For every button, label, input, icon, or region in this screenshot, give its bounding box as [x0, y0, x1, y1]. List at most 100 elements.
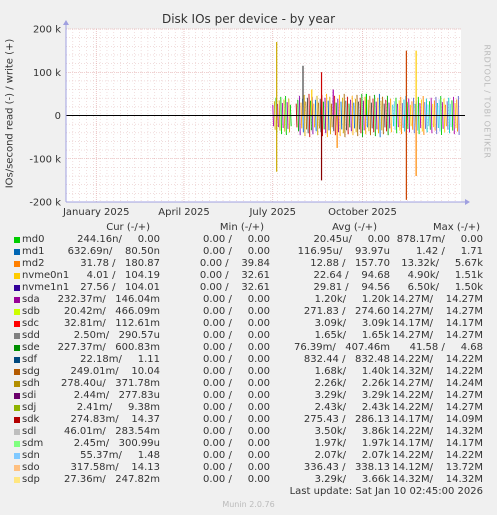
- legend-min: 0.00 / 0.00: [203, 402, 270, 413]
- x-tick-labels: January 2025 April 2025 July 2025 October 2…: [62, 207, 397, 218]
- legend-row-sdp: sdp 27.36m/ 247.82m 0.00 / 0.00 3.29k/ 3.66…: [0, 474, 497, 486]
- legend-avg: 1.97k/ 1.97k: [314, 438, 390, 449]
- legend-swatch: [14, 453, 20, 459]
- legend-cur: 244.16n/ 0.00: [77, 234, 160, 245]
- legend-min: 0.00 / 0.00: [203, 450, 270, 461]
- munin-version: Munin 2.0.76: [222, 500, 275, 509]
- legend-max: 14.32M/ 14.32M: [392, 474, 483, 485]
- legend-max: 14.27M/ 14.24M: [392, 378, 483, 389]
- legend-min: 0.00 / 0.00: [203, 378, 270, 389]
- legend-swatch: [14, 321, 20, 327]
- legend-max: 14.17M/ 14.09M: [392, 414, 483, 425]
- legend-row-sdn: sdn 55.37m/ 1.48 0.00 / 0.00 2.07k/ 2.07k 14…: [0, 450, 497, 462]
- legend-avg: 2.26k/ 2.26k: [314, 378, 390, 389]
- legend-min: 0.00 / 0.00: [203, 294, 270, 305]
- chart-title: Disk IOs per device - by year: [161, 12, 336, 26]
- legend-max: 14.27M/ 14.27M: [392, 306, 483, 317]
- legend-min: 0.00 / 0.00: [203, 414, 270, 425]
- plot-frame: [63, 20, 470, 205]
- legend-min: 0.00 / 32.61: [199, 282, 270, 293]
- header-min: Min (-/+): [219, 222, 264, 233]
- legend-swatch: [14, 273, 20, 279]
- legend-name: sdc: [22, 318, 40, 329]
- legend-swatch: [14, 261, 20, 267]
- legend-row-sdl: sdl 46.01m/ 283.54m 0.00 / 0.00 3.50k/ 3.86…: [0, 426, 497, 438]
- legend-min: 0.00 / 0.00: [203, 342, 270, 353]
- legend-swatch: [14, 297, 20, 303]
- legend-swatch: [14, 237, 20, 243]
- legend-min: 0.00 / 0.00: [203, 462, 270, 473]
- legend-max: 14.22M/ 14.22M: [392, 450, 483, 461]
- legend-max: 14.27M/ 14.27M: [392, 330, 483, 341]
- legend-swatch: [14, 429, 20, 435]
- legend-avg: 29.81 / 94.56: [313, 282, 390, 293]
- x-tick-label: January 2025: [62, 207, 130, 218]
- legend-row-sdb: sdb 20.42m/ 466.09m 0.00 / 0.00 271.83 / 27…: [0, 306, 497, 318]
- legend-cur: 274.83m/ 14.37: [70, 414, 160, 425]
- legend-avg: 1.68k/ 1.40k: [314, 366, 390, 377]
- legend-row-md2: md2 31.78 / 180.87 0.00 / 39.84 12.88 / 157…: [0, 258, 497, 270]
- legend-name: md1: [22, 246, 45, 257]
- legend-max: 14.27M/ 14.27M: [392, 294, 483, 305]
- legend-avg: 116.95u/ 93.97u: [297, 246, 390, 257]
- legend-swatch: [14, 393, 20, 399]
- legend-min: 0.00 / 0.00: [203, 306, 270, 317]
- legend-swatch: [14, 369, 20, 375]
- last-update: Last update: Sat Jan 10 02:45:00 2026: [289, 486, 483, 497]
- header-cur: Cur (-/+): [106, 222, 150, 233]
- legend-row-sde: sde 227.37m/ 600.83m 0.00 / 0.00 76.39m/ 40…: [0, 342, 497, 354]
- legend-cur: 2.45m/ 300.99u: [73, 438, 160, 449]
- legend-max: 14.22M/ 14.32M: [392, 426, 483, 437]
- y-tick-labels: 200 k 100 k 0 -100 k -200 k: [29, 25, 61, 209]
- legend-cur: 22.18m/ 1.11: [80, 354, 160, 365]
- legend-avg: 3.50k/ 3.86k: [314, 426, 390, 437]
- legend-min: 0.00 / 0.00: [203, 390, 270, 401]
- legend-name: sdf: [22, 354, 38, 365]
- legend-name: sdg: [22, 366, 40, 377]
- legend-max: 4.90k/ 1.51k: [407, 270, 483, 281]
- legend-row-sdo: sdo 317.58m/ 14.13 0.00 / 0.00 336.43 / 338…: [0, 462, 497, 474]
- legend-name: sda: [22, 294, 40, 305]
- legend-avg: 2.43k/ 2.43k: [314, 402, 390, 413]
- legend-cur: 2.50m/ 290.57u: [73, 330, 160, 341]
- legend-cur: 27.36m/ 247.82m: [63, 474, 160, 485]
- legend-avg: 336.43 / 338.13: [303, 462, 390, 473]
- legend-name: sdl: [22, 426, 37, 437]
- legend-max: 14.12M/ 13.72M: [392, 462, 483, 473]
- x-tick-label: April 2025: [158, 207, 209, 218]
- legend-row-md0: md0 244.16n/ 0.00 0.00 / 0.00 20.45u/ 0.00 8…: [0, 234, 497, 246]
- legend-cur: 32.81m/ 112.61m: [63, 318, 160, 329]
- legend-avg: 2.07k/ 2.07k: [314, 450, 390, 461]
- legend-row-sdh: sdh 278.40u/ 371.78m 0.00 / 0.00 2.26k/ 2.2…: [0, 378, 497, 390]
- legend-cur: 632.69n/ 80.50n: [67, 246, 160, 257]
- legend-avg: 12.88 / 157.70: [310, 258, 390, 269]
- y-tick-label: -100 k: [29, 154, 61, 165]
- legend-cur: 2.41m/ 9.38m: [76, 402, 160, 413]
- legend-swatch: [14, 345, 20, 351]
- legend-max: 878.17m/ 0.00: [396, 234, 483, 245]
- header-avg: Avg (-/+): [332, 222, 377, 233]
- legend-avg: 271.83 / 274.60: [303, 306, 390, 317]
- legend-row-nvme0n1: nvme0n1 4.01 / 104.19 0.00 / 32.61 22.64 / …: [0, 270, 497, 282]
- legend-name: sde: [22, 342, 40, 353]
- legend-row-sdc: sdc 32.81m/ 112.61m 0.00 / 0.00 3.09k/ 3.09…: [0, 318, 497, 330]
- legend-row-sdj: sdj 2.41m/ 9.38m 0.00 / 0.00 2.43k/ 2.43k 14…: [0, 402, 497, 414]
- legend-row-sdk: sdk 274.83m/ 14.37 0.00 / 0.00 275.43 / 286…: [0, 414, 497, 426]
- legend-swatch: [14, 357, 20, 363]
- legend-avg: 22.64 / 94.68: [313, 270, 390, 281]
- legend-name: sdm: [22, 438, 44, 449]
- legend-cur: 2.44m/ 277.83u: [73, 390, 160, 401]
- legend-avg: 275.43 / 286.13: [303, 414, 390, 425]
- legend-row-sda: sda 232.37m/ 146.04m 0.00 / 0.00 1.20k/ 1.2…: [0, 294, 497, 306]
- chart-canvas: 200 k 100 k 0 -100 k -200 k January 2025 Apri…: [29, 20, 470, 218]
- legend-name: md0: [22, 234, 45, 245]
- legend-min: 0.00 / 0.00: [203, 354, 270, 365]
- legend-min: 0.00 / 0.00: [203, 246, 270, 257]
- legend-swatch: [14, 309, 20, 315]
- legend-swatch: [14, 381, 20, 387]
- legend-name: sdj: [22, 402, 37, 413]
- legend-avg: 1.20k/ 1.20k: [314, 294, 390, 305]
- legend-min: 0.00 / 32.61: [199, 270, 270, 281]
- legend-row-nvme1n1: nvme1n1 27.56 / 104.01 0.00 / 32.61 29.81 /…: [0, 282, 497, 294]
- legend-max: 14.17M/ 14.17M: [392, 318, 483, 329]
